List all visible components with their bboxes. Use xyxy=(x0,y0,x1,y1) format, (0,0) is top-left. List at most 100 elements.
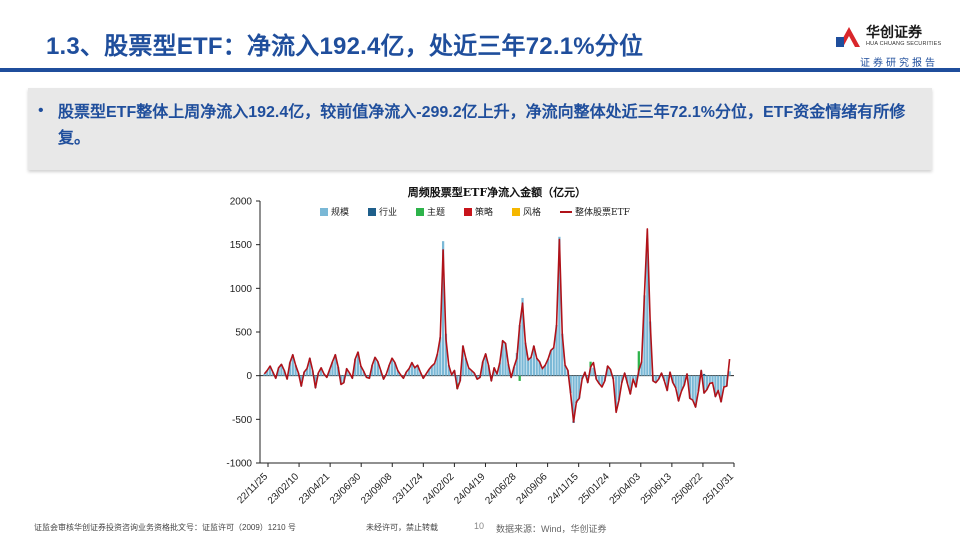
bar-规模 xyxy=(708,375,711,384)
x-tick-label: 22/11/25 xyxy=(235,471,270,506)
bar-规模 xyxy=(541,368,544,376)
bar-规模 xyxy=(379,370,382,376)
bar-规模 xyxy=(683,375,686,386)
bar-规模 xyxy=(643,295,646,376)
bar-规模 xyxy=(320,367,323,376)
bar-规模 xyxy=(444,333,448,376)
bar-规模 xyxy=(436,353,439,376)
summary-text: 股票型ETF整体上周净流入192.4亿，较前值净流入-299.2亿上升，净流向整… xyxy=(58,104,906,147)
bar-规模 xyxy=(512,366,516,376)
x-tick-label: 24/02/02 xyxy=(421,471,457,507)
bar-规模 xyxy=(578,375,581,399)
bar-规模 xyxy=(558,236,561,376)
bar-规模 xyxy=(263,373,266,376)
bar-规模 xyxy=(407,368,411,376)
bar-主题 xyxy=(637,351,640,371)
bar-规模 xyxy=(634,375,638,388)
logo-mark-icon xyxy=(836,23,862,49)
bar-规模 xyxy=(524,342,527,376)
report-tag: 证券研究报告 xyxy=(860,58,938,69)
bar-规模 xyxy=(663,375,666,381)
bar-规模 xyxy=(544,365,547,376)
bar-规模 xyxy=(396,370,399,376)
header-rule xyxy=(0,68,960,72)
x-tick-label: 23/09/08 xyxy=(359,471,395,507)
bar-规模 xyxy=(714,375,717,397)
bar-规模 xyxy=(620,375,623,383)
summary-box: • 股票型ETF整体上周净流入192.4亿，较前值净流入-299.2亿上升，净流… xyxy=(28,88,932,170)
etf-flow-chart: 周频股票型ETF净流入金额（亿元） 规模 行业 主题 策略 风格 整体股票ETF -1000 -… xyxy=(226,185,736,507)
bar-规模 xyxy=(416,365,419,376)
legend-label: 策略 xyxy=(475,206,493,218)
y-tick-label: 1500 xyxy=(230,240,253,251)
bar-规模 xyxy=(666,375,669,391)
bar-规模 xyxy=(575,375,578,402)
bar-规模 xyxy=(677,375,680,401)
bar-规模 xyxy=(504,343,507,376)
y-tick-label: 2000 xyxy=(230,197,253,208)
bar-规模 xyxy=(597,375,601,384)
bar-规模 xyxy=(280,364,283,376)
y-tick-label: -500 xyxy=(232,415,252,426)
bar-规模 xyxy=(493,367,496,376)
y-tick-label: 500 xyxy=(235,328,252,339)
bar-规模 xyxy=(649,321,652,376)
bar-规模 xyxy=(691,375,694,401)
bar-规模 xyxy=(606,366,609,376)
company-logo: 华创证券 HUA CHUANG SECURITIES xyxy=(836,20,941,54)
legend-label: 行业 xyxy=(379,206,397,218)
bar-规模 xyxy=(373,357,377,376)
bar-规模 xyxy=(359,366,362,376)
bar-规模 xyxy=(632,375,635,380)
bar-规模 xyxy=(413,367,416,376)
bar-规模 xyxy=(376,361,380,376)
bullet-icon: • xyxy=(38,102,44,119)
bar-规模 xyxy=(549,350,553,376)
bar-主题 xyxy=(518,375,521,381)
y-tick-label: 0 xyxy=(246,371,252,382)
bar-规模 xyxy=(393,362,397,376)
bar-规模 xyxy=(722,375,726,388)
x-tick-label: 25/04/03 xyxy=(608,471,644,507)
bar-规模 xyxy=(538,361,541,376)
bar-规模 xyxy=(470,370,473,376)
bar-规模 xyxy=(728,371,731,376)
bar-规模 xyxy=(697,375,700,392)
bar-规模 xyxy=(569,375,572,394)
bar-规模 xyxy=(705,375,709,390)
bar-规模 xyxy=(314,375,317,388)
bar-规模 xyxy=(331,361,334,376)
x-tick-label: 24/09/06 xyxy=(514,471,550,507)
bar-规模 xyxy=(433,363,436,376)
bar-规模 xyxy=(521,297,524,376)
bar-规模 xyxy=(555,325,558,376)
bar-规模 xyxy=(694,375,697,408)
bar-规模 xyxy=(592,367,595,376)
bar-规模 xyxy=(688,375,692,399)
bar-规模 xyxy=(427,369,431,376)
legend-swatch-0 xyxy=(320,208,328,216)
bar-规模 xyxy=(481,361,484,376)
y-tick-label: 1000 xyxy=(230,284,253,295)
chart-title: 周频股票型ETF净流入金额（亿元） xyxy=(408,185,586,199)
x-tick-label: 23/11/24 xyxy=(391,471,426,506)
bar-规模 xyxy=(294,365,297,376)
bar-规模 xyxy=(430,366,433,376)
bar-规模 xyxy=(277,367,280,376)
bar-规模 xyxy=(600,375,604,388)
bar-规模 xyxy=(266,370,269,376)
x-tick-label: 23/02/10 xyxy=(266,471,302,507)
legend-swatch-2 xyxy=(416,208,424,216)
bar-规模 xyxy=(439,337,442,376)
bar-规模 xyxy=(390,358,394,376)
bar-规模 xyxy=(507,364,510,376)
bar-规模 xyxy=(291,354,294,376)
bar-规模 xyxy=(614,375,618,411)
bar-规模 xyxy=(680,375,683,392)
legend-swatch-1 xyxy=(368,208,376,216)
bar-规模 xyxy=(529,357,533,376)
bar-规模 xyxy=(563,365,567,376)
footer-license: 证监会审核华创证券投资咨询业务资格批文号：证监许可（2009）1210 号 xyxy=(34,523,296,532)
legend-label: 整体股票ETF xyxy=(575,206,630,218)
bar-规模 xyxy=(671,375,674,383)
